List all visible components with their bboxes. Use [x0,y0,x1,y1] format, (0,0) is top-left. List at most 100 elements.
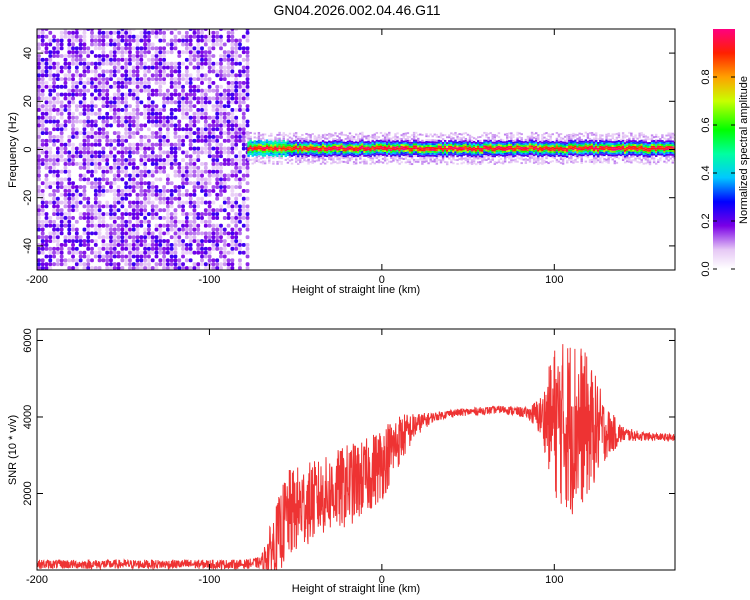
heatmap-cell [97,135,102,139]
heatmap-cell [177,173,182,178]
heatmap-cell [321,157,325,160]
heatmap-cell [474,147,478,150]
heatmap-cell [400,141,403,144]
heatmap-cell [615,142,619,145]
heatmap-cell [388,147,391,150]
heatmap-cell [491,155,494,158]
heatmap-cell [234,61,239,66]
heatmap-cell [268,142,271,145]
heatmap-cell [192,146,197,151]
heatmap-cell [109,169,113,174]
heatmap-cell [586,133,590,136]
heatmap-cell [414,147,418,150]
heatmap-cell [348,138,352,141]
heatmap-cell [477,151,480,154]
heatmap-cell [580,162,583,164]
heatmap-cell [112,104,117,109]
heatmap-cell [427,148,430,151]
heatmap-cell [97,189,102,193]
heatmap-cell [414,149,418,152]
heatmap-cell [147,254,151,259]
heatmap-cell [495,152,499,155]
heatmap-cell [460,139,463,142]
heatmap-cell [245,196,250,201]
heatmap-cell [52,135,56,139]
heatmap-cell [90,119,94,124]
heatmap-cell [307,151,310,154]
heatmap-cell [537,159,540,162]
heatmap-cell [274,136,277,139]
heatmap-cell [192,119,197,124]
heatmap-cell [241,189,246,193]
heatmap-cell [93,158,98,163]
heatmap-cell [419,156,422,159]
heatmap-cell [162,73,166,78]
heatmap-cell [309,151,312,154]
heatmap-cell [537,138,540,140]
heatmap-cell [169,158,174,163]
heatmap-cell [48,162,53,166]
heatmap-cell [518,142,521,144]
heatmap-cell [297,159,300,162]
heatmap-cell [394,135,397,138]
heatmap-cell [454,149,457,152]
heatmap-cell [406,151,410,154]
heatmap-cell [545,157,548,160]
heatmap-cell [597,143,600,146]
heatmap-cell [414,143,418,146]
heatmap-cell [377,151,381,154]
heatmap-cell [359,148,362,151]
heatmap-cell [139,100,144,105]
heatmap-cell [101,154,106,159]
heatmap-cell [609,138,612,141]
heatmap-cell [226,250,231,255]
heatmap-cell [230,73,235,78]
heatmap-cell [439,140,443,143]
heatmap-cell [462,140,465,143]
heatmap-cell [367,134,370,137]
heatmap-cell [611,133,614,136]
heatmap-cell [90,266,94,270]
heatmap-cell [207,123,212,128]
heatmap-cell [474,149,478,152]
heatmap-cell [568,139,571,142]
heatmap-cell [346,135,350,137]
heatmap-cell [524,160,528,163]
heatmap-cell [241,123,246,128]
heatmap-cell [576,153,579,156]
heatmap-cell [270,152,273,154]
heatmap-cell [615,146,619,149]
heatmap-cell [323,133,327,136]
heatmap-cell [135,235,140,240]
heatmap-cell [323,154,327,157]
heatmap-cell [611,148,614,151]
heatmap-cell [354,160,358,163]
heatmap-cell [241,127,246,132]
heatmap-cell [207,212,212,217]
heatmap-cell [292,153,296,156]
heatmap-cell [551,150,554,153]
heatmap-cell [307,143,310,146]
heatmap-cell [290,141,294,144]
heatmap-cell [330,156,333,159]
heatmap-cell [147,84,151,89]
heatmap-cell [139,177,144,182]
heatmap-cell [48,57,53,62]
heatmap-cell [78,250,83,255]
heatmap-cell [497,153,501,156]
heatmap-cell [177,30,182,35]
heatmap-cell [272,139,275,142]
heatmap-cell [105,227,110,232]
heatmap-cell [120,223,125,228]
heatmap-cell [352,141,356,144]
heatmap-cell [181,84,185,89]
heatmap-cell [346,158,350,161]
heatmap-cell [222,262,227,267]
heatmap-cell [139,250,144,255]
heatmap-cell [67,73,72,78]
heatmap-cell [158,262,163,267]
heatmap-cell [574,149,577,152]
heatmap-cell [222,111,227,116]
heatmap-cell [580,152,583,155]
heatmap-cell [131,111,136,116]
